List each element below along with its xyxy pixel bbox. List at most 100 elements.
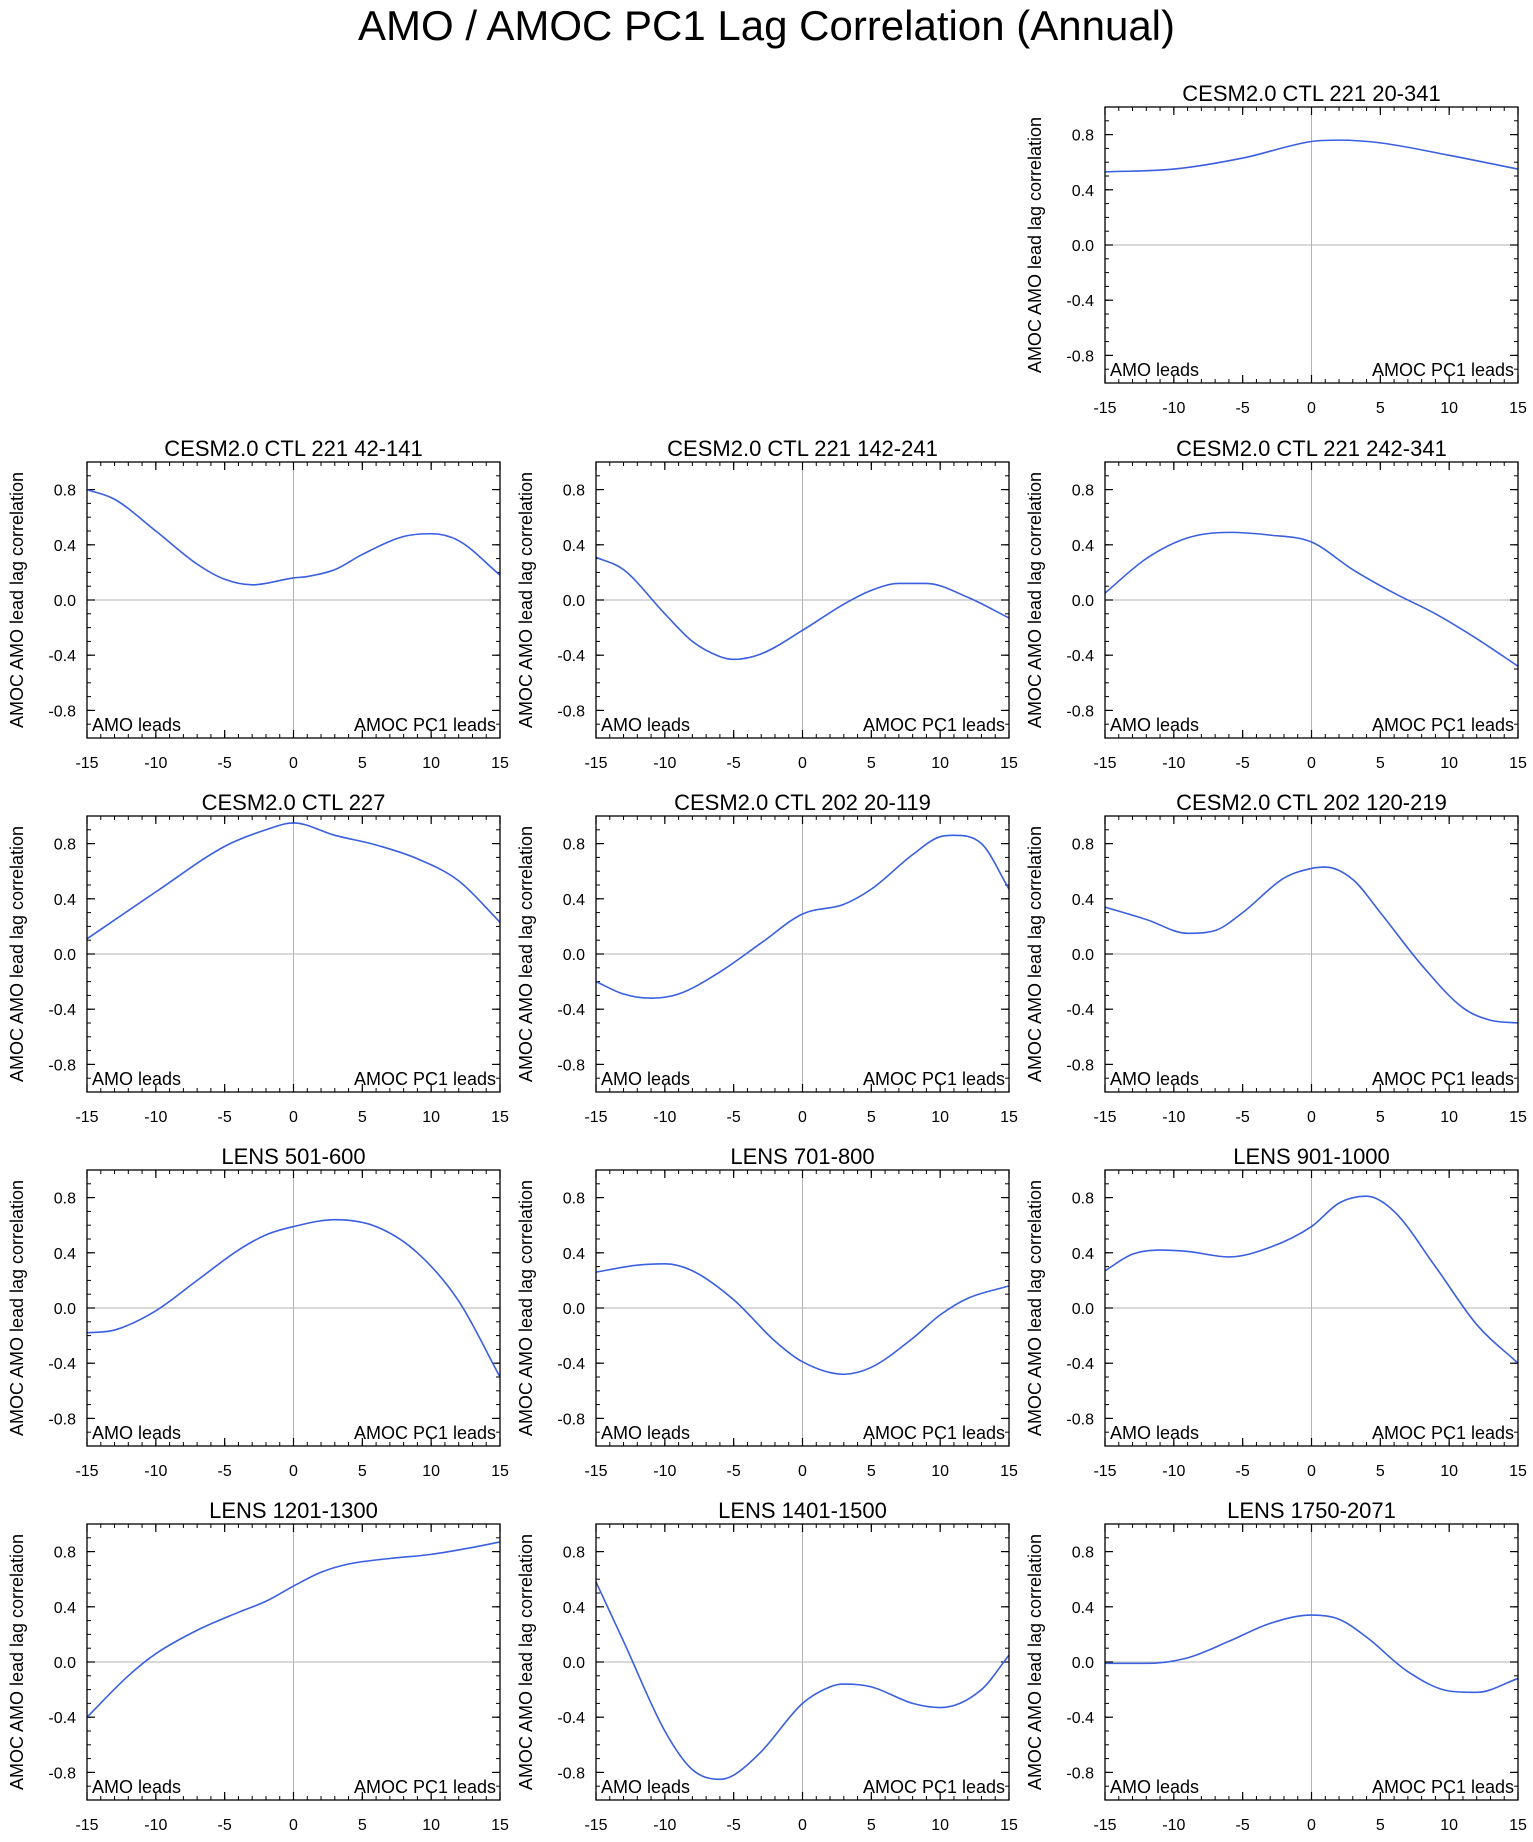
y-tick-label: -0.8 (48, 1057, 76, 1074)
y-tick-label: 0.8 (1072, 128, 1094, 145)
y-axis-label: AMOC AMO lead lag correlation (7, 1180, 27, 1436)
y-tick-label: -0.8 (48, 1765, 76, 1782)
x-tick-label: 5 (867, 1109, 876, 1126)
chart-panel: -15 -10 -5 0 5 10 15 0.8 0.4 0.0 -0.4 -0.8 CESM2.0 C… (1025, 790, 1527, 1126)
series-line (595, 1581, 1010, 1781)
series-line (595, 834, 1010, 999)
y-tick-label: 0.4 (1072, 183, 1094, 200)
panel-title: LENS 1201-1300 (209, 1498, 378, 1523)
y-tick-label: 0.4 (1072, 538, 1094, 555)
chart-panel: -15 -10 -5 0 5 10 15 0.8 0.4 0.0 -0.4 -0.8 CESM2.0 C… (516, 790, 1018, 1126)
right-annotation: AMOC PC1 leads (1372, 360, 1514, 380)
y-tick-label: -0.8 (48, 703, 76, 720)
chart-panel: -15 -10 -5 0 5 10 15 0.8 0.4 0.0 -0.4 -0.8 CESM2.0 C… (7, 436, 509, 772)
panel-title: CESM2.0 CTL 221 42-141 (164, 436, 422, 461)
x-tick-label: 15 (1000, 1109, 1018, 1126)
y-tick-label: -0.4 (48, 1002, 76, 1019)
x-tick-label: -5 (218, 1817, 232, 1834)
right-annotation: AMOC PC1 leads (354, 1069, 496, 1089)
x-tick-label: -10 (1162, 400, 1185, 417)
y-axis-label: AMOC AMO lead lag correlation (1025, 117, 1045, 373)
y-tick-label: 0.8 (563, 1191, 585, 1208)
right-annotation: AMOC PC1 leads (863, 1069, 1005, 1089)
x-tick-label: -15 (584, 1463, 607, 1480)
panel-title: LENS 701-800 (730, 1144, 874, 1169)
y-axis-label: AMOC AMO lead lag correlation (516, 1534, 536, 1790)
x-tick-label: -10 (1162, 755, 1185, 772)
y-tick-label: 0.0 (1072, 947, 1094, 964)
left-annotation: AMO leads (92, 715, 181, 735)
x-tick-label: 10 (422, 755, 440, 772)
x-tick-label: -10 (1162, 1109, 1185, 1126)
y-tick-label: -0.8 (557, 703, 585, 720)
series-line (595, 1263, 1010, 1376)
plot-frame (595, 1169, 1010, 1447)
y-tick-label: -0.4 (1066, 1002, 1094, 1019)
panel-title: CESM2.0 CTL 202 120-219 (1176, 790, 1447, 815)
plot-frame (1104, 1169, 1519, 1447)
chart-panel: -15 -10 -5 0 5 10 15 0.8 0.4 0.0 -0.4 -0.8 LENS 1750… (1025, 1498, 1527, 1834)
left-annotation: AMO leads (92, 1777, 181, 1797)
x-tick-label: 15 (1509, 1109, 1527, 1126)
y-tick-label: 0.0 (1072, 1655, 1094, 1672)
left-annotation: AMO leads (1110, 715, 1199, 735)
right-annotation: AMOC PC1 leads (863, 1423, 1005, 1443)
plot-frame (86, 815, 501, 1093)
x-tick-label: -15 (1093, 755, 1116, 772)
y-tick-label: 0.8 (54, 1545, 76, 1562)
x-tick-label: -10 (653, 1109, 676, 1126)
x-tick-label: 5 (1376, 1109, 1385, 1126)
x-tick-label: 0 (1307, 400, 1316, 417)
y-tick-label: -0.8 (1066, 1765, 1094, 1782)
x-tick-label: -5 (218, 1109, 232, 1126)
x-tick-label: 10 (1440, 400, 1458, 417)
y-tick-label: 0.4 (1072, 892, 1094, 909)
left-annotation: AMO leads (601, 715, 690, 735)
x-tick-label: 15 (491, 1817, 509, 1834)
left-annotation: AMO leads (1110, 360, 1199, 380)
chart-panel: -15 -10 -5 0 5 10 15 0.8 0.4 0.0 -0.4 -0.8 LENS 1401… (516, 1498, 1018, 1834)
y-tick-label: -0.4 (48, 1710, 76, 1727)
x-tick-label: -15 (1093, 1817, 1116, 1834)
x-tick-label: 5 (867, 755, 876, 772)
x-tick-label: 0 (798, 1817, 807, 1834)
right-annotation: AMOC PC1 leads (1372, 1423, 1514, 1443)
right-annotation: AMOC PC1 leads (354, 1777, 496, 1797)
x-tick-label: -10 (1162, 1463, 1185, 1480)
y-axis-label: AMOC AMO lead lag correlation (1025, 1534, 1045, 1790)
y-tick-label: 0.8 (563, 483, 585, 500)
chart-panel: -15 -10 -5 0 5 10 15 0.8 0.4 0.0 -0.4 -0.8 LENS 901-… (1025, 1144, 1527, 1480)
y-axis-label: AMOC AMO lead lag correlation (516, 826, 536, 1082)
x-tick-label: 10 (1440, 1109, 1458, 1126)
x-tick-label: 5 (1376, 755, 1385, 772)
y-tick-label: 0.4 (563, 1600, 585, 1617)
series-line (86, 1541, 501, 1718)
y-tick-label: -0.8 (1066, 1411, 1094, 1428)
panel-title: LENS 1750-2071 (1227, 1498, 1396, 1523)
y-tick-label: 0.0 (563, 947, 585, 964)
x-tick-label: 10 (931, 1463, 949, 1480)
y-tick-label: -0.4 (1066, 1356, 1094, 1373)
x-tick-label: -5 (727, 755, 741, 772)
x-tick-label: 5 (1376, 400, 1385, 417)
y-tick-label: -0.4 (48, 648, 76, 665)
y-axis-label: AMOC AMO lead lag correlation (7, 826, 27, 1082)
plot-frame (1104, 1523, 1519, 1801)
x-tick-label: 0 (798, 755, 807, 772)
x-tick-label: 5 (1376, 1817, 1385, 1834)
x-tick-label: -5 (1236, 1463, 1250, 1480)
x-tick-label: -10 (653, 1817, 676, 1834)
right-annotation: AMOC PC1 leads (354, 1423, 496, 1443)
x-tick-label: 15 (1000, 1463, 1018, 1480)
x-tick-label: 10 (931, 755, 949, 772)
y-tick-label: 0.0 (54, 947, 76, 964)
x-tick-label: -15 (75, 755, 98, 772)
x-tick-label: 10 (1440, 1463, 1458, 1480)
x-tick-label: -5 (218, 1463, 232, 1480)
series-line (1104, 866, 1519, 1024)
x-tick-label: -15 (1093, 400, 1116, 417)
x-tick-label: 15 (491, 1463, 509, 1480)
y-tick-label: -0.8 (1066, 348, 1094, 365)
y-tick-label: 0.0 (563, 1301, 585, 1318)
